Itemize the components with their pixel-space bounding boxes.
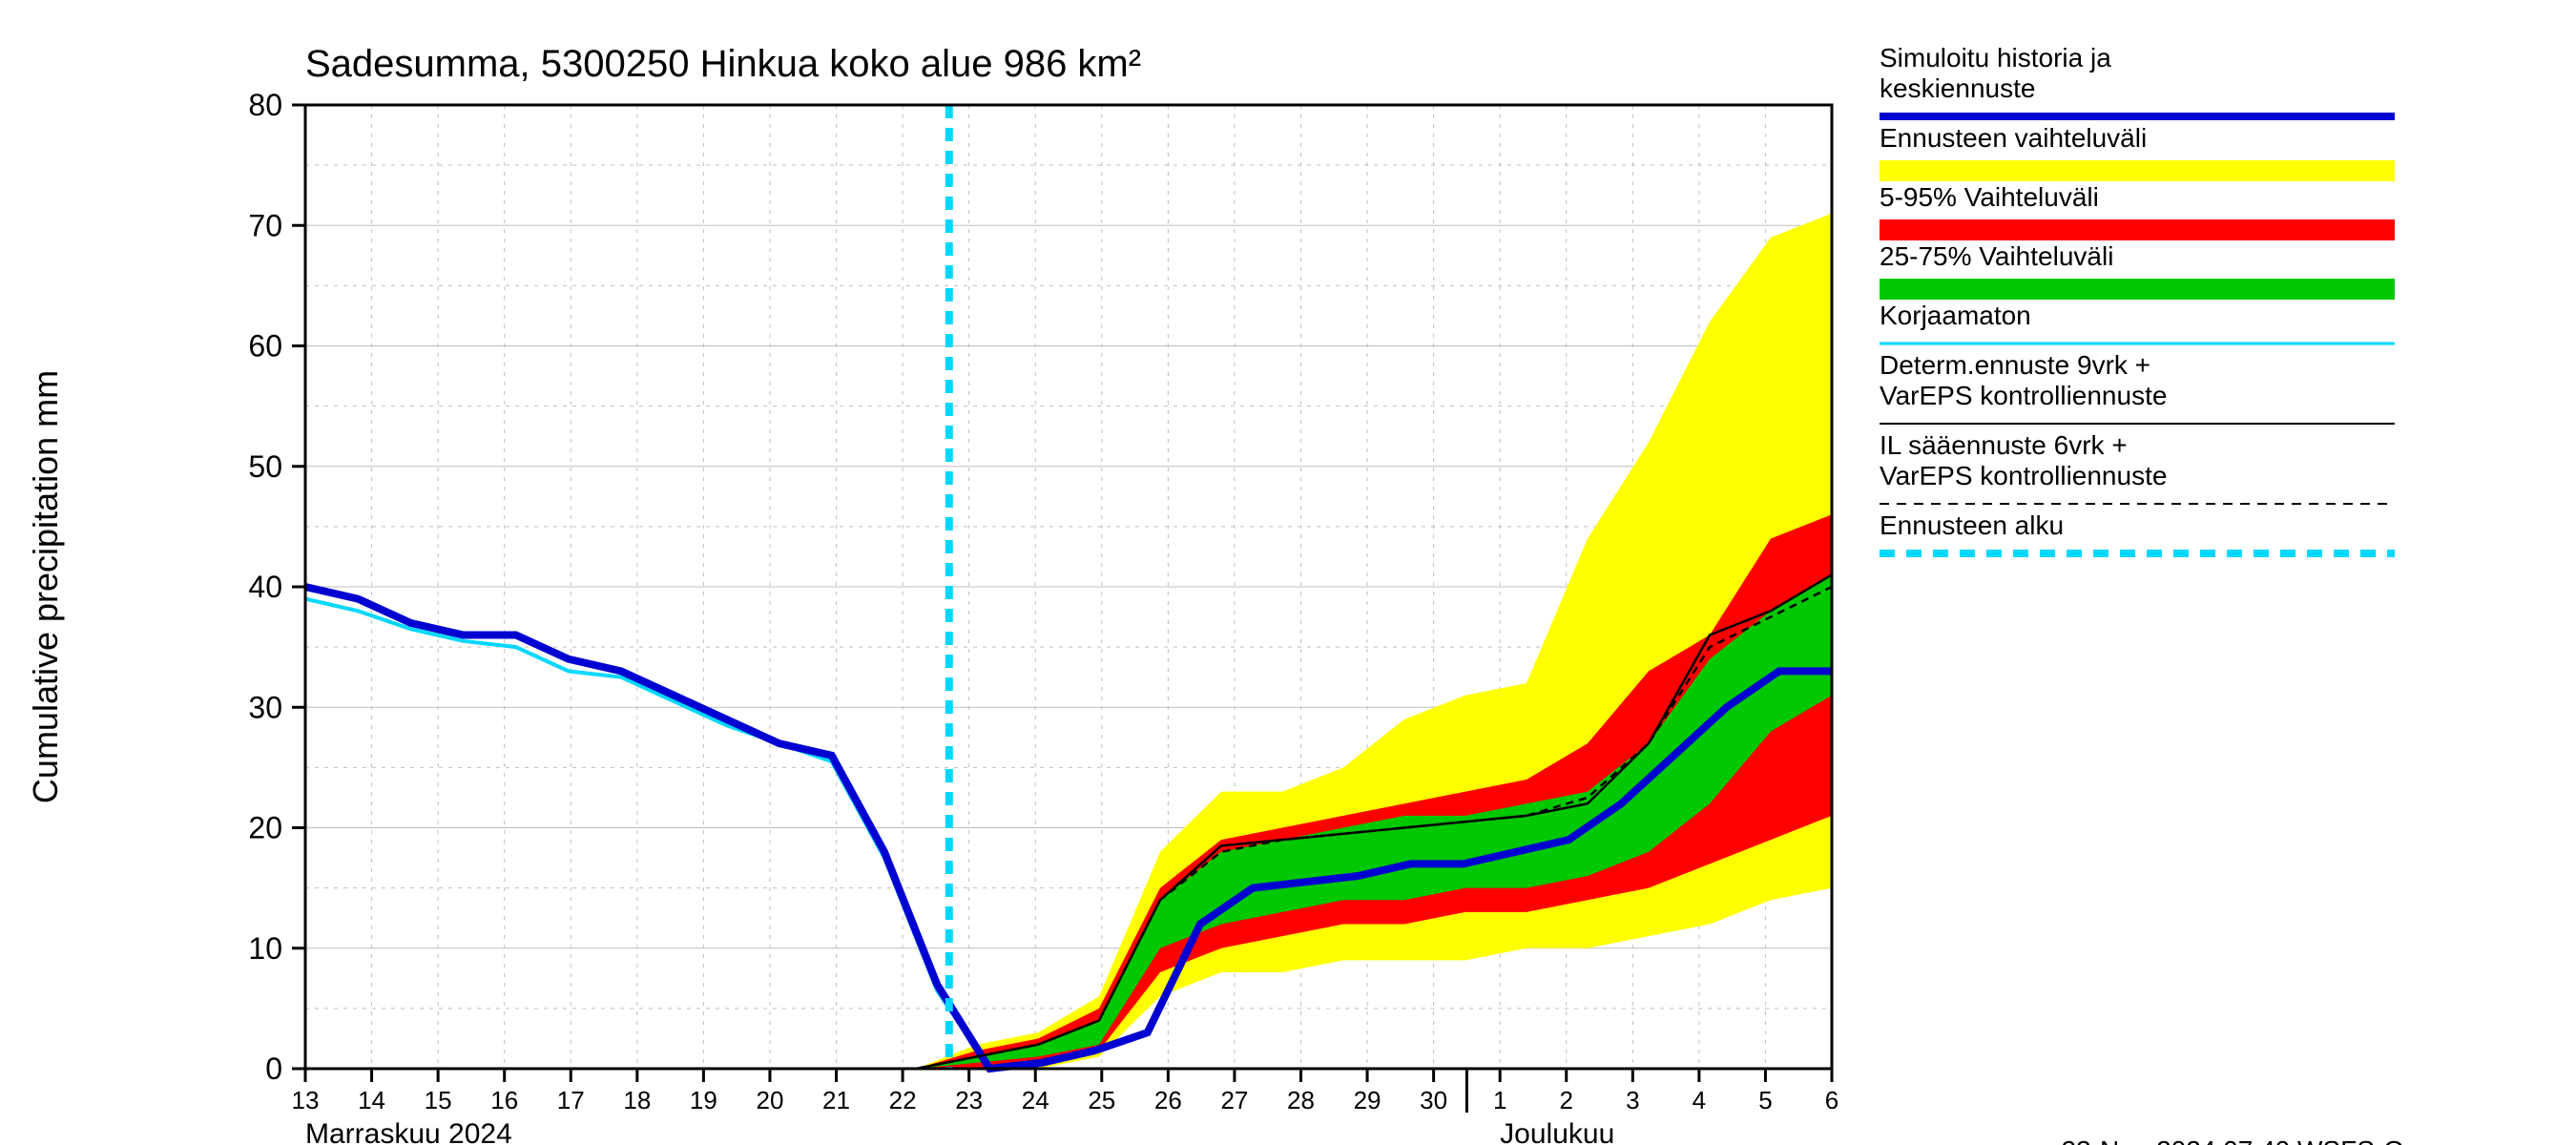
xtick-label: 16 — [490, 1086, 518, 1114]
precipitation-forecast-chart: 0102030405060708013141516171819202122232… — [0, 0, 2576, 1145]
xtick-label: 25 — [1088, 1086, 1115, 1114]
xtick-label: 21 — [822, 1086, 850, 1114]
xtick-label: 18 — [623, 1086, 651, 1114]
legend-label: 25-75% Vaihteluväli — [1880, 241, 2113, 271]
legend-label-2: VarEPS kontrolliennuste — [1880, 381, 2167, 410]
ytick-label: 70 — [248, 208, 282, 242]
legend-label: IL sääennuste 6vrk + — [1880, 430, 2128, 460]
ytick-label: 80 — [248, 88, 282, 122]
ytick-label: 60 — [248, 329, 282, 364]
xtick-label: 26 — [1154, 1086, 1182, 1114]
month-label-nov-fi: Marraskuu 2024 — [305, 1118, 512, 1145]
xtick-label: 27 — [1220, 1086, 1248, 1114]
ytick-label: 10 — [248, 931, 282, 966]
month-label-dec-fi: Joulukuu — [1500, 1118, 1614, 1145]
xtick-label: 15 — [425, 1086, 452, 1114]
xtick-label: 1 — [1493, 1086, 1506, 1114]
ytick-label: 30 — [248, 690, 282, 724]
legend-label: Simuloitu historia ja — [1880, 43, 2111, 73]
chart-container: 0102030405060708013141516171819202122232… — [0, 0, 2576, 1145]
xtick-label: 19 — [690, 1086, 717, 1114]
xtick-label: 3 — [1626, 1086, 1639, 1114]
xtick-label: 4 — [1693, 1086, 1706, 1114]
legend-label: Determ.ennuste 9vrk + — [1880, 350, 2150, 380]
legend-label-2: keskiennuste — [1880, 73, 2035, 103]
legend-label: 5-95% Vaihteluväli — [1880, 182, 2099, 212]
xtick-label: 5 — [1758, 1086, 1772, 1114]
legend-label: Ennusteen alku — [1880, 510, 2064, 540]
legend-label: Korjaamaton — [1880, 301, 2031, 330]
timestamp-footer: 23-Nov-2024 07:40 WSFS-O — [2062, 1135, 2405, 1145]
xtick-label: 24 — [1022, 1086, 1049, 1114]
legend-swatch — [1880, 160, 2395, 181]
xtick-label: 2 — [1560, 1086, 1573, 1114]
ytick-label: 50 — [248, 449, 282, 484]
xtick-label: 17 — [557, 1086, 585, 1114]
y-axis-label: Cumulative precipitation mm — [26, 370, 65, 803]
xtick-label: 6 — [1825, 1086, 1839, 1114]
legend-label-2: VarEPS kontrolliennuste — [1880, 461, 2167, 490]
xtick-label: 13 — [292, 1086, 320, 1114]
legend-label: Ennusteen vaihteluväli — [1880, 123, 2147, 153]
ytick-label: 20 — [248, 811, 282, 845]
xtick-label: 14 — [358, 1086, 385, 1114]
chart-title: Sadesumma, 5300250 Hinkua koko alue 986 … — [305, 43, 1141, 85]
xtick-label: 28 — [1287, 1086, 1315, 1114]
xtick-label: 20 — [756, 1086, 783, 1114]
ytick-label: 0 — [265, 1051, 282, 1086]
xtick-label: 22 — [889, 1086, 917, 1114]
legend-swatch — [1880, 219, 2395, 240]
xtick-label: 23 — [955, 1086, 983, 1114]
xtick-label: 30 — [1420, 1086, 1447, 1114]
legend-swatch — [1880, 279, 2395, 300]
xtick-label: 29 — [1354, 1086, 1381, 1114]
ytick-label: 40 — [248, 570, 282, 604]
